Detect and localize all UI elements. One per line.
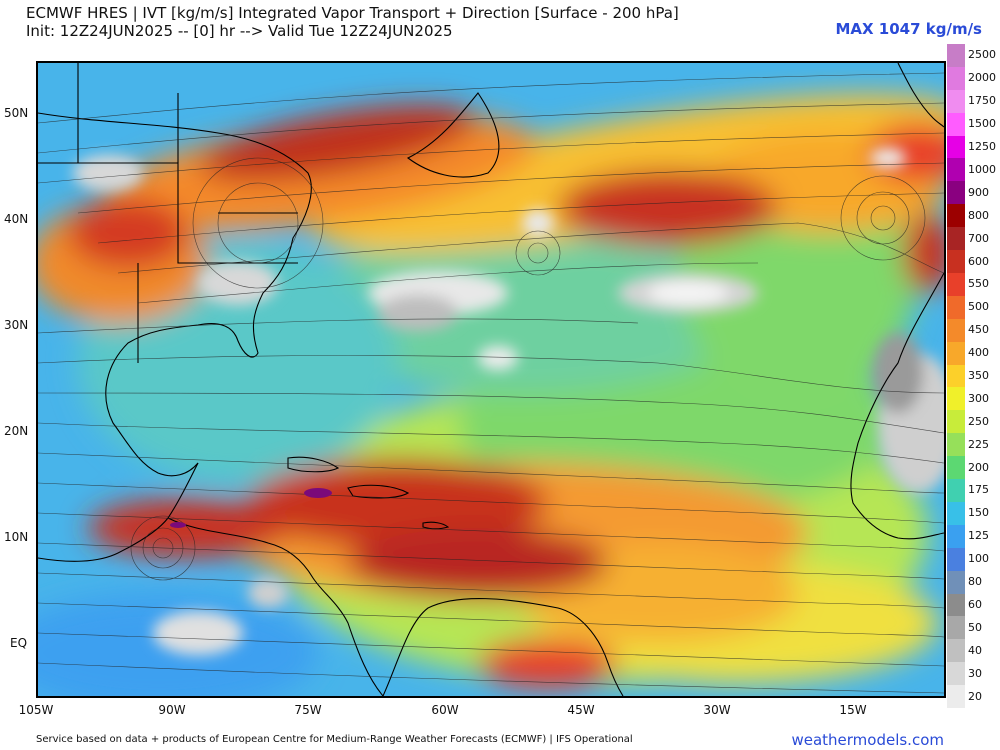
- colorbar-swatch: [947, 593, 965, 617]
- colorbar-level-label: 150: [968, 506, 989, 520]
- colorbar-level-label: 50: [968, 620, 982, 634]
- colorbar-level-label: 1000: [968, 162, 996, 176]
- colorbar-swatch: [947, 524, 965, 549]
- colorbar-swatch: [947, 295, 965, 320]
- max-value-label: MAX 1047 kg/m/s: [835, 20, 982, 38]
- colorbar-level-label: 400: [968, 346, 989, 360]
- colorbar-level-label: 175: [968, 483, 989, 497]
- colorbar: [947, 44, 965, 709]
- ivt-shading: [38, 94, 944, 696]
- colorbar-swatch: [947, 112, 965, 137]
- colorbar-level-label: 800: [968, 208, 989, 222]
- lon-label-15w: 15W: [839, 703, 867, 717]
- ivt-dry-areas: [73, 148, 944, 655]
- colorbar-level-label: 450: [968, 323, 989, 337]
- lon-label-75w: 75W: [294, 703, 322, 717]
- colorbar-level-label: 60: [968, 597, 982, 611]
- colorbar-swatch: [947, 501, 965, 526]
- colorbar-swatch: [947, 616, 965, 640]
- colorbar-swatch: [947, 387, 965, 411]
- title-line-2: Init: 12Z24JUN2025 -- [0] hr --> Valid T…: [26, 22, 453, 40]
- colorbar-level-label: 300: [968, 391, 989, 405]
- lon-label-30w: 30W: [703, 703, 731, 717]
- colorbar-level-label: 250: [968, 414, 989, 428]
- colorbar-swatch: [947, 204, 965, 228]
- colorbar-swatch: [947, 433, 965, 457]
- ivt-field: [38, 63, 944, 696]
- colorbar-level-label: 40: [968, 643, 982, 657]
- title-line-1: ECMWF HRES | IVT [kg/m/s] Integrated Vap…: [26, 4, 679, 22]
- colorbar-level-label: 700: [968, 231, 989, 245]
- site-link[interactable]: weathermodels.com: [791, 731, 944, 749]
- colorbar-swatch: [947, 341, 965, 366]
- colorbar-level-label: 80: [968, 575, 982, 589]
- colorbar-level-label: 2000: [968, 71, 996, 85]
- colorbar-swatch: [947, 89, 965, 114]
- colorbar-swatch: [947, 547, 965, 572]
- colorbar-swatch: [947, 318, 965, 343]
- data-credit: Service based on data + products of Euro…: [36, 734, 633, 745]
- lat-label-40n: 40N: [4, 212, 29, 226]
- colorbar-level-label: 225: [968, 437, 989, 451]
- lon-label-45w: 45W: [567, 703, 595, 717]
- lat-label-eq: EQ: [10, 636, 28, 650]
- colorbar-swatch: [947, 250, 965, 274]
- colorbar-level-label: 200: [968, 460, 989, 474]
- colorbar-swatch: [947, 364, 965, 388]
- colorbar-swatch: [947, 639, 965, 663]
- colorbar-swatch: [947, 158, 965, 182]
- colorbar-level-label: 100: [968, 552, 989, 566]
- lat-label-30n: 30N: [4, 318, 29, 332]
- lat-label-50n: 50N: [4, 106, 29, 120]
- lat-label-10n: 10N: [4, 530, 29, 544]
- colorbar-swatch: [947, 135, 965, 159]
- colorbar-swatch: [947, 181, 965, 205]
- colorbar-level-label: 500: [968, 300, 989, 314]
- colorbar-swatch: [947, 410, 965, 434]
- colorbar-swatch: [947, 44, 965, 68]
- colorbar-swatch: [947, 479, 965, 503]
- map-title: ECMWF HRES | IVT [kg/m/s] Integrated Vap…: [26, 4, 679, 40]
- lon-label-90w: 90W: [158, 703, 186, 717]
- lon-label-105w: 105W: [18, 703, 54, 717]
- colorbar-swatch: [947, 227, 965, 251]
- colorbar-swatch: [947, 272, 965, 297]
- colorbar-level-label: 1750: [968, 94, 996, 108]
- ivt-map: [36, 61, 946, 698]
- colorbar-swatch: [947, 66, 965, 91]
- colorbar-swatch: [947, 570, 965, 594]
- colorbar-level-label: 350: [968, 369, 989, 382]
- colorbar-level-label: 1250: [968, 140, 996, 154]
- colorbar-level-label: 125: [968, 529, 989, 543]
- colorbar-level-label: 600: [968, 254, 989, 268]
- colorbar-level-label: 1500: [968, 117, 996, 131]
- colorbar-level-label: 20: [968, 689, 982, 703]
- colorbar-swatch: [947, 662, 965, 686]
- lat-label-20n: 20N: [4, 424, 29, 438]
- colorbar-level-label: 900: [968, 185, 989, 199]
- coastlines: [38, 63, 944, 696]
- colorbar-swatch: [947, 685, 965, 709]
- lon-label-60w: 60W: [431, 703, 459, 717]
- colorbar-level-label: 2500: [968, 48, 996, 62]
- colorbar-swatch: [947, 456, 965, 480]
- ivt-maxima: [170, 488, 332, 528]
- colorbar-level-label: 30: [968, 666, 982, 680]
- colorbar-level-label: 550: [968, 277, 989, 291]
